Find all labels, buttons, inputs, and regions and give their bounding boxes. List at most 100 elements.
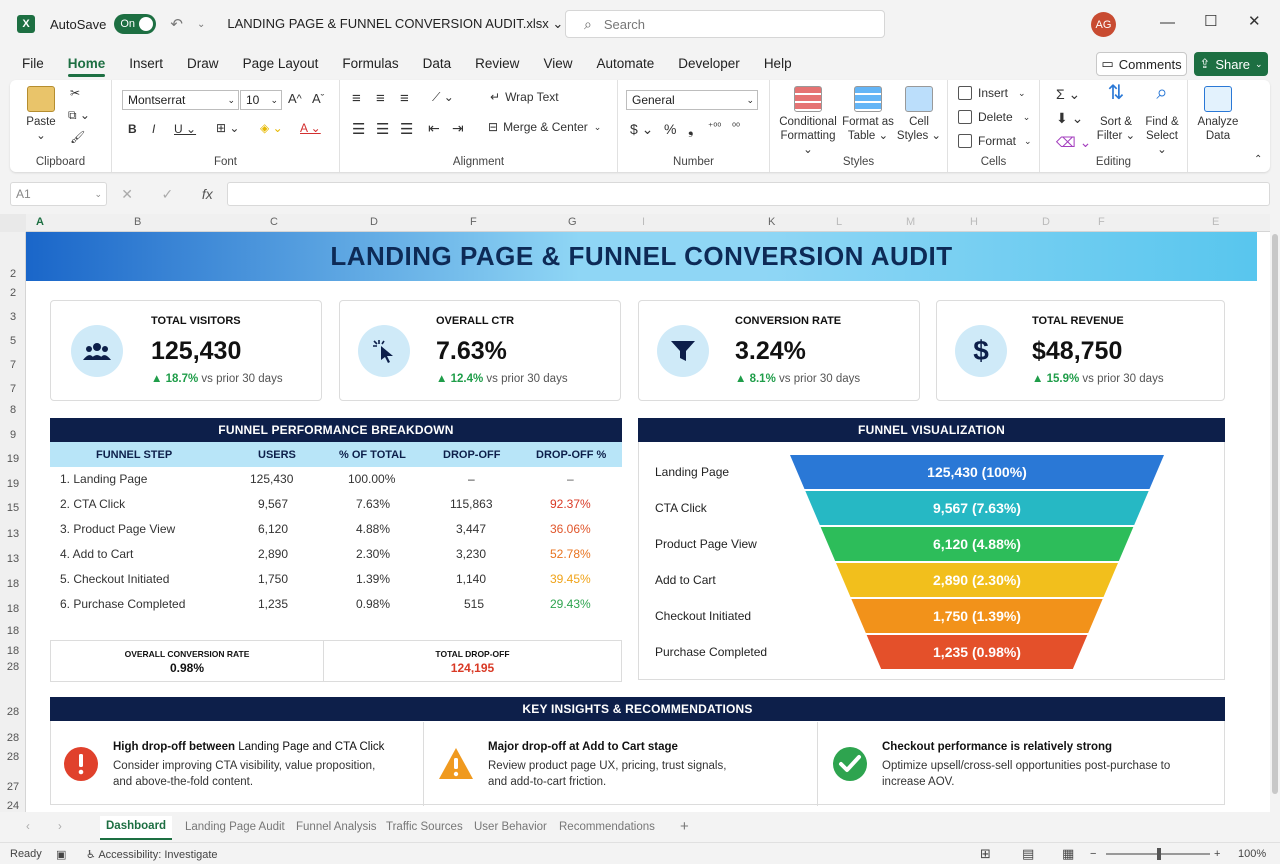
worksheet[interactable]: LANDING PAGE & FUNNEL CONVERSION AUDIT T… (26, 232, 1270, 812)
zoom-level[interactable]: 100% (1238, 848, 1267, 860)
column-header[interactable]: F (1098, 216, 1105, 228)
borders-icon[interactable]: ⊞ ⌄ (216, 121, 240, 135)
delete-cells-button[interactable]: Delete ⌄ (958, 110, 1030, 124)
increase-decimal-icon[interactable]: ⁺⁰⁰ (708, 122, 722, 133)
column-header[interactable]: E (1212, 216, 1220, 228)
normal-view-icon[interactable]: ⊞ (980, 846, 991, 861)
row-header[interactable]: 28 (6, 706, 20, 718)
page-break-view-icon[interactable]: ▦ (1062, 846, 1075, 861)
align-middle-icon[interactable]: ≡ (376, 90, 385, 107)
close-icon[interactable]: ✕ (1248, 13, 1261, 30)
increase-font-icon[interactable]: A ^ (288, 91, 302, 106)
column-header[interactable]: D (370, 216, 378, 228)
column-header[interactable]: I (642, 216, 646, 228)
row-header[interactable]: 19 (6, 453, 20, 465)
decrease-indent-icon[interactable]: ⇤ (428, 120, 440, 136)
page-layout-view-icon[interactable]: ▤ (1022, 846, 1035, 861)
formula-input[interactable] (227, 182, 1270, 206)
conditional-formatting-button[interactable]: Conditional Formatting ⌄ (776, 86, 840, 157)
percent-icon[interactable]: % (664, 121, 677, 137)
analyze-data-button[interactable]: Analyze Data (1192, 86, 1244, 143)
menu-review[interactable]: Review (475, 55, 520, 71)
search-input[interactable]: ⌕ Search (565, 10, 885, 38)
menu-developer[interactable]: Developer (678, 55, 740, 71)
row-header[interactable]: 28 (6, 732, 20, 744)
maximize-icon[interactable]: ☐ (1204, 13, 1218, 30)
column-header[interactable]: G (568, 216, 577, 228)
menu-page-layout[interactable]: Page Layout (242, 55, 319, 71)
increase-indent-icon[interactable]: ⇥ (452, 120, 464, 136)
font-size-select[interactable]: 10 ⌄ (240, 90, 282, 110)
menu-view[interactable]: View (543, 55, 573, 71)
row-header[interactable]: 13 (6, 528, 20, 540)
row-header[interactable]: 7 (9, 359, 17, 371)
format-as-table-button[interactable]: Format as Table ⌄ (842, 86, 894, 143)
collapse-ribbon-icon[interactable]: ⌃ (1254, 154, 1263, 165)
add-sheet-icon[interactable]: + (680, 818, 689, 835)
orientation-icon[interactable]: ⟋ ⌄ (432, 90, 454, 104)
font-name-select[interactable]: Montserrat ⌄ (122, 90, 239, 110)
column-header[interactable]: M (906, 216, 916, 228)
currency-icon[interactable]: $ ⌄ (630, 121, 654, 137)
row-header[interactable]: 18 (6, 578, 20, 590)
autosum-icon[interactable]: Σ ⌄ (1056, 86, 1081, 102)
column-header[interactable]: L (836, 216, 843, 228)
next-sheet-icon[interactable]: › (58, 821, 62, 833)
accessibility-status[interactable]: ♿ Accessibility: Investigate (86, 849, 218, 861)
align-bottom-icon[interactable]: ≡ (400, 90, 409, 107)
bold-button[interactable]: B (128, 122, 137, 136)
menu-insert[interactable]: Insert (129, 55, 164, 71)
share-button[interactable]: ⇪ Share ⌄ (1194, 52, 1268, 76)
row-header[interactable]: 7 (9, 383, 17, 395)
file-name[interactable]: LANDING PAGE & FUNNEL CONVERSION AUDIT.x… (227, 16, 564, 31)
format-painter-icon[interactable]: 🖌 (70, 130, 86, 144)
undo-icon[interactable]: ↶ (170, 16, 183, 33)
decrease-decimal-icon[interactable]: ⁰⁰ (732, 122, 741, 133)
cell-styles-button[interactable]: Cell Styles ⌄ (896, 86, 942, 143)
select-all-corner[interactable] (0, 214, 26, 232)
tab-landing-page-audit[interactable]: Landing Page Audit (185, 821, 285, 833)
italic-button[interactable]: I (152, 122, 156, 136)
find-select-button[interactable]: ⌕ Find & Select ⌄ (1145, 82, 1179, 156)
align-center-icon[interactable]: ☰ (376, 121, 390, 138)
clear-icon[interactable]: ⌫ ⌄ (1056, 134, 1092, 150)
tab-traffic-sources[interactable]: Traffic Sources (386, 821, 463, 833)
prev-sheet-icon[interactable]: ‹ (26, 821, 30, 833)
chevron-down-icon[interactable]: ⌄ (196, 18, 206, 30)
row-header[interactable]: 19 (6, 478, 20, 490)
align-right-icon[interactable]: ☰ (400, 121, 414, 138)
underline-button[interactable]: U ⌄ (174, 122, 197, 136)
row-header[interactable]: 5 (9, 335, 17, 347)
zoom-out-icon[interactable]: − (1090, 848, 1097, 860)
column-header[interactable]: H (970, 216, 978, 228)
row-header[interactable]: 18 (6, 625, 20, 637)
column-header[interactable]: B (134, 216, 142, 228)
confirm-entry-icon[interactable]: ✓ (161, 185, 174, 202)
column-header[interactable]: C (270, 216, 278, 228)
comments-button[interactable]: ▭ Comments (1096, 52, 1187, 76)
tab-funnel-analysis[interactable]: Funnel Analysis (296, 821, 377, 833)
menu-help[interactable]: Help (763, 55, 792, 71)
column-header[interactable]: K (768, 216, 776, 228)
zoom-in-icon[interactable]: + (1214, 848, 1221, 860)
autosave-toggle[interactable]: On (114, 14, 157, 34)
row-header[interactable]: 27 (6, 781, 20, 793)
merge-center-button[interactable]: ⊟ Merge & Center ⌄ (488, 120, 602, 134)
row-header[interactable]: 28 (6, 751, 20, 763)
menu-data[interactable]: Data (422, 55, 452, 71)
copy-icon[interactable]: ⧉ ⌄ (68, 108, 90, 122)
scrollbar-thumb[interactable] (1272, 234, 1278, 794)
row-header[interactable]: 18 (6, 645, 20, 657)
number-format-select[interactable]: General ⌄ (626, 90, 758, 110)
menu-draw[interactable]: Draw (187, 55, 219, 71)
sort-filter-button[interactable]: ⇅ Sort & Filter ⌄ (1096, 82, 1136, 142)
row-header[interactable]: 2 (9, 287, 17, 299)
row-header[interactable]: 9 (9, 429, 17, 441)
row-header[interactable]: 3 (9, 311, 17, 323)
fill-color-icon[interactable]: ◈ ⌄ (260, 121, 283, 135)
align-top-icon[interactable]: ≡ (352, 90, 361, 107)
paste-button[interactable]: Paste ⌄ (20, 86, 62, 143)
row-header[interactable]: 8 (9, 404, 17, 416)
column-header[interactable]: F (470, 216, 477, 228)
